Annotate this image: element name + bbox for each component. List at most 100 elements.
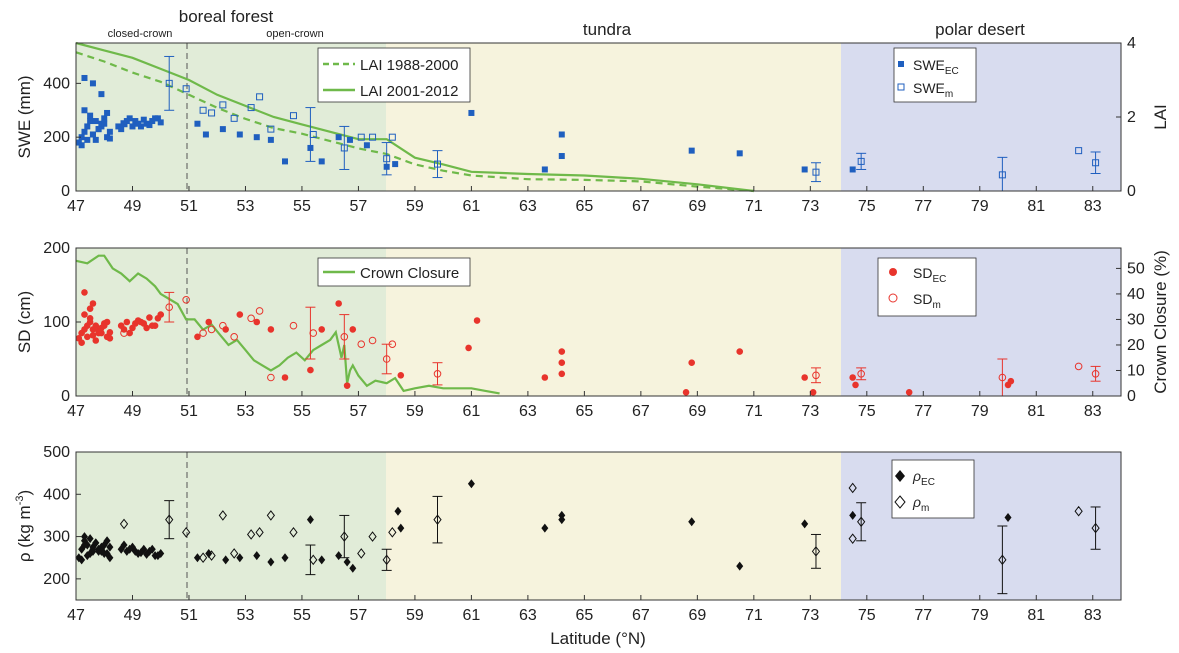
data-point bbox=[83, 551, 91, 561]
panel-sd-xticks: 47 49 51 53 55 57 59 61 63 65 67 69 71 73 75 77 79 81 83 bbox=[67, 391, 1102, 420]
data-point bbox=[255, 307, 264, 315]
data-point bbox=[849, 374, 856, 381]
data-point bbox=[801, 519, 809, 529]
data-point bbox=[357, 340, 366, 349]
data-point bbox=[306, 515, 314, 525]
data-point bbox=[349, 326, 357, 333]
x-tick-label: 75 bbox=[858, 198, 876, 215]
x-tick-label: 51 bbox=[180, 198, 198, 215]
panel-rho-bg-desert bbox=[841, 452, 1121, 600]
data-point bbox=[736, 561, 744, 571]
data-point bbox=[852, 381, 859, 389]
panel-rho-bg-forest bbox=[76, 452, 386, 600]
x-tick-label: 49 bbox=[124, 198, 142, 215]
data-point bbox=[736, 150, 743, 157]
data-point bbox=[467, 479, 475, 489]
data-point bbox=[78, 142, 85, 149]
data-point bbox=[267, 136, 274, 143]
data-point bbox=[368, 531, 377, 542]
data-point bbox=[558, 348, 566, 355]
data-point bbox=[247, 104, 255, 112]
legend-crown: Crown Closure bbox=[317, 257, 471, 287]
legend-swe-m: SWE bbox=[913, 80, 945, 96]
data-point bbox=[558, 515, 566, 525]
data-point bbox=[143, 549, 151, 559]
legend-sd: SDEC SDm bbox=[877, 257, 977, 317]
data-point bbox=[388, 133, 396, 141]
data-point bbox=[255, 527, 264, 538]
data-point bbox=[207, 550, 216, 561]
data-point bbox=[253, 134, 260, 141]
legend-sd-ec: SD bbox=[913, 265, 932, 281]
panel-rho-errorbars bbox=[164, 495, 1101, 595]
svg-text:SWEEC: SWEEC bbox=[913, 57, 959, 77]
panel-rho-ylabel: ρ (kg m-3) bbox=[14, 490, 34, 562]
data-point bbox=[143, 324, 150, 332]
data-point bbox=[89, 544, 97, 554]
x-tick-label: 83 bbox=[1084, 607, 1102, 624]
panel-swe: 0 200 400 0 2 4 47 49 51 53 55 57 59 61 63 65 67 69 71 73… bbox=[15, 35, 1170, 215]
data-point bbox=[688, 359, 696, 367]
data-point bbox=[132, 320, 139, 327]
data-point bbox=[289, 112, 297, 120]
data-point bbox=[193, 553, 201, 563]
data-point bbox=[131, 546, 139, 556]
data-point bbox=[120, 540, 128, 550]
x-tick-label: 79 bbox=[971, 198, 989, 215]
panel-sd-points bbox=[75, 289, 1100, 396]
data-point bbox=[218, 510, 227, 521]
data-point bbox=[84, 123, 91, 130]
data-point bbox=[78, 339, 85, 347]
data-point bbox=[120, 120, 128, 128]
y-tick-label: 200 bbox=[43, 571, 70, 588]
data-point bbox=[98, 91, 105, 98]
svg-text:SWEm: SWEm bbox=[913, 80, 953, 100]
panel-swe-xticks: 47 49 51 53 55 57 59 61 63 65 67 69 71 73 75 77 79 81 83 bbox=[67, 186, 1102, 215]
x-tick-label: 71 bbox=[745, 607, 763, 624]
data-point bbox=[207, 325, 216, 334]
x-tick-label: 49 bbox=[124, 607, 142, 624]
data-point bbox=[89, 332, 97, 339]
data-point bbox=[106, 329, 114, 336]
panel-swe-points bbox=[75, 74, 1100, 179]
data-point bbox=[1091, 522, 1100, 534]
data-point bbox=[465, 344, 472, 352]
x-tick-label: 79 bbox=[971, 607, 989, 624]
data-point bbox=[267, 125, 275, 133]
data-point bbox=[281, 374, 289, 381]
zone-label-desert: polar desert bbox=[935, 20, 1025, 39]
y2-tick-label: 30 bbox=[1127, 311, 1145, 328]
data-point bbox=[253, 551, 261, 561]
y-tick-label: 400 bbox=[43, 486, 70, 503]
data-point bbox=[95, 329, 102, 337]
data-point bbox=[357, 133, 365, 141]
data-point bbox=[86, 305, 94, 312]
x-tick-label: 63 bbox=[519, 403, 537, 420]
data-point bbox=[267, 326, 275, 333]
x-tick-label: 59 bbox=[406, 403, 424, 420]
svg-text:ρm: ρm bbox=[912, 494, 929, 514]
legend-swe-ec-sub: EC bbox=[945, 66, 959, 77]
data-point bbox=[688, 517, 696, 527]
data-point bbox=[382, 355, 391, 363]
series-line bbox=[75, 254, 500, 395]
data-point bbox=[92, 136, 99, 143]
data-point bbox=[688, 147, 695, 154]
data-point bbox=[154, 551, 162, 561]
x-tick-label: 59 bbox=[406, 198, 424, 215]
data-point bbox=[335, 300, 342, 307]
panel-swe-bg-desert bbox=[841, 43, 1121, 191]
data-point bbox=[558, 153, 565, 160]
svg-text:SDEC: SDEC bbox=[913, 265, 946, 285]
data-point bbox=[236, 131, 243, 138]
data-point bbox=[857, 516, 866, 528]
x-tick-label: 81 bbox=[1027, 198, 1045, 215]
x-tick-label: 67 bbox=[632, 607, 650, 624]
data-point bbox=[468, 109, 475, 116]
data-point bbox=[89, 80, 96, 87]
data-point bbox=[335, 134, 342, 141]
data-point bbox=[253, 318, 261, 326]
data-point bbox=[89, 300, 97, 307]
panel-rho-ylabel-sup: -3 bbox=[14, 495, 26, 505]
data-point bbox=[208, 109, 216, 117]
